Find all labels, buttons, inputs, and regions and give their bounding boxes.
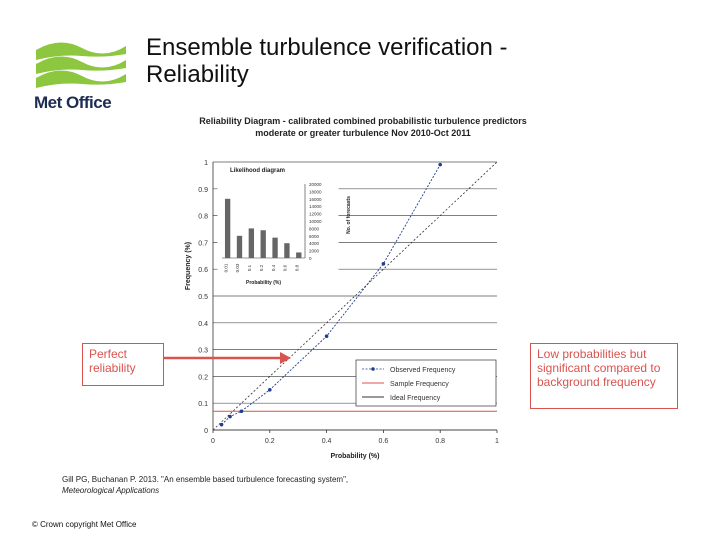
observed-point [228,414,232,419]
observed-point [324,334,329,339]
inset-y-tick-label: 20000 [309,182,322,187]
y-tick-label: 0.4 [198,321,208,328]
x-axis-label: Probability (%) [330,453,379,460]
observed-point [438,162,443,167]
y-tick-label: 0.1 [198,401,208,408]
legend-label: Observed Frequency [390,367,456,374]
chart-title-line2: moderate or greater turbulence Nov 2010-… [255,128,471,138]
inset-x-tick-label: 0.4 [271,264,276,271]
x-tick-label: 0.6 [379,438,389,445]
copyright: © Crown copyright Met Office [32,520,137,529]
slide-title: Ensemble turbulence verification - Relia… [146,34,508,88]
citation: Gill PG, Buchanan P. 2013. "An ensemble … [62,474,348,496]
inset-title: Likelihood diagram [230,168,285,174]
callout-arrow-head [280,352,291,364]
citation-line1: Gill PG, Buchanan P. 2013. "An ensemble … [62,475,349,484]
x-tick-label: 0 [211,438,215,445]
inset-x-tick-label: 0.2 [259,264,264,271]
inset-bar [248,228,255,258]
inset-background [217,163,339,295]
met-office-logo [36,42,126,88]
inset-x-tick-label: 0.8 [294,264,299,271]
inset-y-tick-label: 0 [309,256,312,261]
inset-x-axis-label: Probability (%) [246,280,281,286]
inset-bar [236,235,243,258]
y-tick-label: 0.8 [198,214,208,221]
observed-point [219,422,224,427]
x-tick-label: 0.2 [265,438,275,445]
inset-x-tick-label: 0.01 [223,263,228,272]
legend-label: Sample Frequency [390,381,449,388]
legend-box [355,359,497,407]
inset-y-tick-label: 12000 [309,212,322,217]
inset-y-tick-label: 14000 [309,204,322,209]
inset-y-tick-label: 10000 [309,219,322,224]
inset-bar [296,252,302,258]
y-tick-label: 0.3 [198,348,208,355]
inset-y-tick-label: 2000 [309,249,320,254]
inset-bar [272,237,278,258]
legend-label: Ideal Frequency [390,395,441,402]
inset-y-axis-label: No. of forecasts [346,196,352,234]
observed-point [268,388,272,392]
callout-perfect-reliability: Perfect reliability [82,343,164,386]
legend-marker-observed [371,367,375,371]
callout-low-probabilities: Low probabilities but significant compar… [530,343,678,409]
x-tick-label: 0.8 [435,438,445,445]
inset-x-tick-label: 0.6 [283,264,288,271]
y-tick-label: 1 [204,160,208,167]
inset-y-tick-label: 4000 [309,241,320,246]
y-axis-label: Frequency (%) [185,242,192,290]
inset-y-tick-label: 6000 [309,234,320,239]
observed-point [239,409,244,414]
inset-x-tick-label: 0.03 [235,263,240,272]
inset-y-tick-label: 16000 [309,197,322,202]
chart-title: Reliability Diagram - calibrated combine… [178,115,548,139]
y-tick-label: 0.6 [198,267,208,274]
citation-line2: Meteorological Applications [62,486,160,495]
inset-y-tick-label: 18000 [309,189,322,194]
inset-bar [284,243,290,258]
chart-title-line1: Reliability Diagram - calibrated combine… [199,116,527,126]
logo-text: Met Office [34,93,112,112]
inset-bar [260,230,266,258]
inset-bar [224,198,231,258]
y-tick-label: 0.5 [198,294,208,301]
inset-x-tick-label: 0.1 [247,264,252,271]
y-tick-label: 0.9 [198,187,208,194]
inset-y-tick-label: 8000 [309,226,320,231]
observed-point [381,262,386,266]
y-tick-label: 0 [204,428,208,435]
x-tick-label: 0.4 [322,438,332,445]
y-tick-label: 0.7 [198,240,208,247]
y-tick-label: 0.2 [198,374,208,381]
ideal-frequency-line [212,161,498,431]
x-tick-label: 1 [495,438,499,445]
